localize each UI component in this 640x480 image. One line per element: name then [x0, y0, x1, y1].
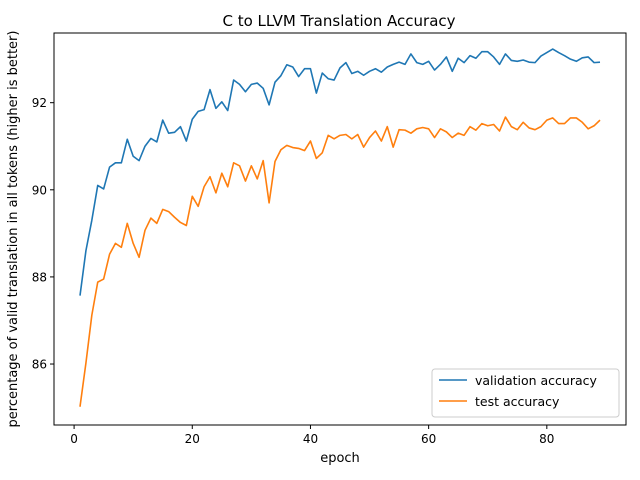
axes-frame — [53, 32, 627, 426]
y-tick-label: 90 — [32, 183, 47, 197]
x-tick-label: 20 — [185, 432, 200, 446]
series-line-validation — [79, 48, 601, 296]
y-tick-label: 88 — [32, 270, 47, 284]
x-tick-label: 80 — [539, 432, 554, 446]
legend: validation accuracy test accuracy — [431, 368, 620, 418]
x-tick-label: 40 — [303, 432, 318, 446]
y-ticks: 86 88 90 92 — [32, 96, 54, 372]
x-ticks: 0 20 40 60 80 — [70, 425, 554, 446]
legend-label-test: test accuracy — [475, 394, 560, 409]
x-tick-label: 60 — [421, 432, 436, 446]
y-tick-label: 92 — [32, 96, 47, 110]
legend-box — [431, 368, 620, 418]
x-tick-label: 0 — [70, 432, 78, 446]
chart-title: C to LLVM Translation Accuracy — [222, 12, 455, 30]
legend-label-validation: validation accuracy — [475, 373, 598, 388]
series-layer — [79, 48, 601, 407]
series-line-test — [79, 116, 601, 407]
plot-area: 0 20 40 60 80 86 88 90 92 — [32, 32, 627, 446]
x-axis-label: epoch — [320, 451, 360, 466]
y-axis-label: percentage of valid translation in all t… — [6, 31, 21, 428]
y-tick-label: 86 — [32, 358, 47, 372]
